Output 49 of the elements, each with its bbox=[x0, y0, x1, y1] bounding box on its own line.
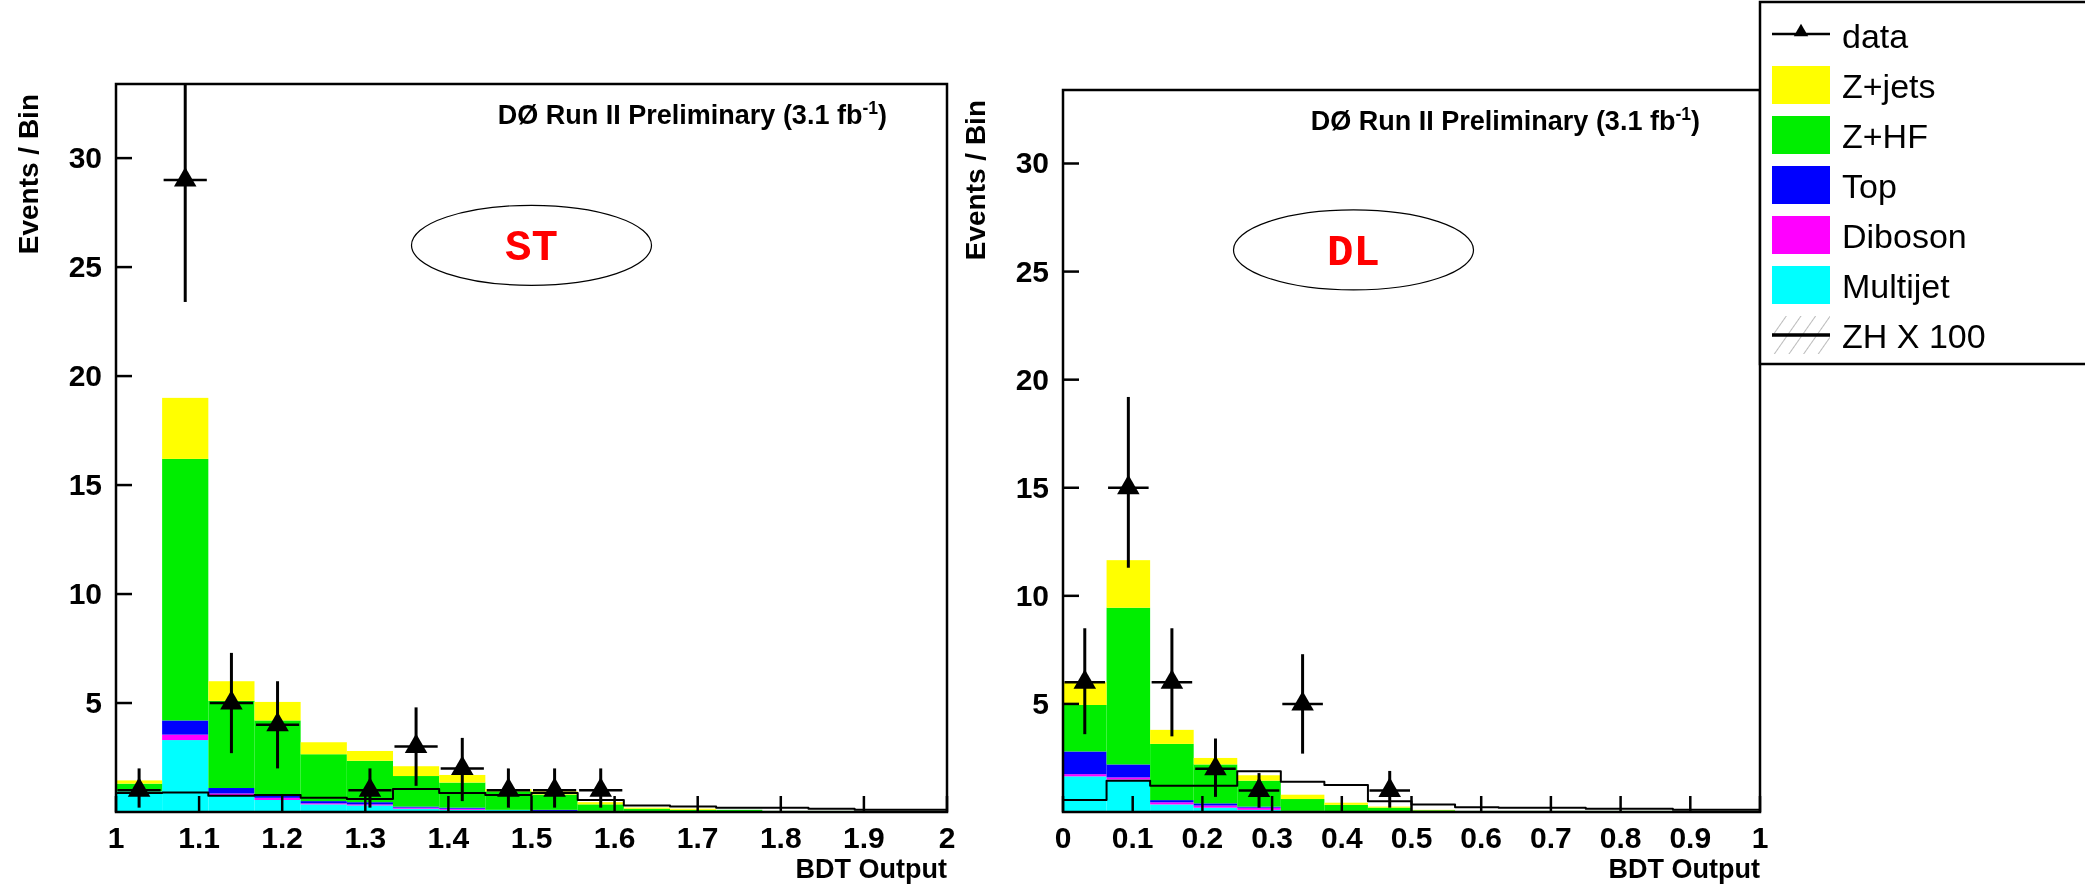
x-tick-label: 1.9 bbox=[843, 821, 885, 854]
annotation: DØ Run II Preliminary (3.1 fb$^{-1}$) bbox=[497, 98, 887, 130]
y-tick-label: 30 bbox=[68, 141, 102, 175]
y-axis-title: Events / Bin bbox=[960, 100, 991, 261]
annotation: ST bbox=[505, 223, 558, 274]
y-tick-label: 5 bbox=[85, 686, 102, 720]
legend-label: Top bbox=[1842, 167, 1897, 205]
legend-label: data bbox=[1842, 17, 1909, 55]
y-tick-label: 15 bbox=[1015, 470, 1049, 504]
x-tick-label: 1.7 bbox=[676, 821, 719, 854]
x-tick-label: 0.2 bbox=[1181, 821, 1224, 854]
x-tick-label: 1.1 bbox=[178, 821, 220, 854]
x-tick-label: 0.6 bbox=[1460, 821, 1503, 854]
x-tick-label: 2 bbox=[938, 821, 956, 854]
x-tick-label: 0.9 bbox=[1669, 821, 1712, 854]
x-tick-label: 0.8 bbox=[1599, 821, 1642, 854]
y-axis-title: Events / Bin bbox=[13, 94, 44, 255]
legend-label: ZH X 100 bbox=[1842, 317, 1986, 355]
x-tick-label: 0.5 bbox=[1390, 821, 1433, 854]
y-tick-label: 30 bbox=[1015, 146, 1049, 180]
x-tick-label: 0.3 bbox=[1251, 821, 1293, 854]
y-tick-label: 5 bbox=[1032, 686, 1049, 720]
y-tick-label: 20 bbox=[1015, 362, 1049, 396]
y-tick-label: 25 bbox=[68, 250, 102, 284]
x-tick-label: 1.6 bbox=[593, 821, 636, 854]
annotation: DØ Run II Preliminary (3.1 fb$^{-1}$) bbox=[1310, 104, 1700, 136]
x-axis-title: BDT Output bbox=[1608, 854, 1761, 884]
x-tick-label: 1 bbox=[107, 821, 125, 854]
x-tick-label: 0 bbox=[1054, 821, 1072, 854]
x-tick-label: 1.2 bbox=[261, 821, 304, 854]
y-tick-label: 25 bbox=[1015, 254, 1049, 288]
annotation: DL bbox=[1327, 227, 1380, 278]
y-tick-label: 10 bbox=[1015, 578, 1049, 612]
x-tick-label: 1.4 bbox=[427, 821, 470, 854]
legend-label: Z+jets bbox=[1842, 67, 1936, 105]
legend-label: Multijet bbox=[1842, 267, 1951, 305]
y-tick-label: 10 bbox=[68, 577, 102, 611]
y-tick-label: 15 bbox=[68, 468, 102, 502]
x-tick-label: 1.8 bbox=[759, 821, 802, 854]
x-tick-label: 0.7 bbox=[1530, 821, 1572, 854]
x-tick-label: 1.5 bbox=[510, 821, 553, 854]
x-tick-label: 1.3 bbox=[344, 821, 387, 854]
legend-label: Diboson bbox=[1842, 217, 1967, 255]
x-tick-label: 0.4 bbox=[1320, 821, 1363, 854]
x-axis-title: BDT Output bbox=[795, 854, 948, 884]
legend-label: Z+HF bbox=[1842, 117, 1928, 155]
x-tick-label: 1 bbox=[1751, 821, 1769, 854]
x-tick-label: 0.1 bbox=[1111, 821, 1154, 854]
y-tick-label: 20 bbox=[68, 359, 102, 393]
